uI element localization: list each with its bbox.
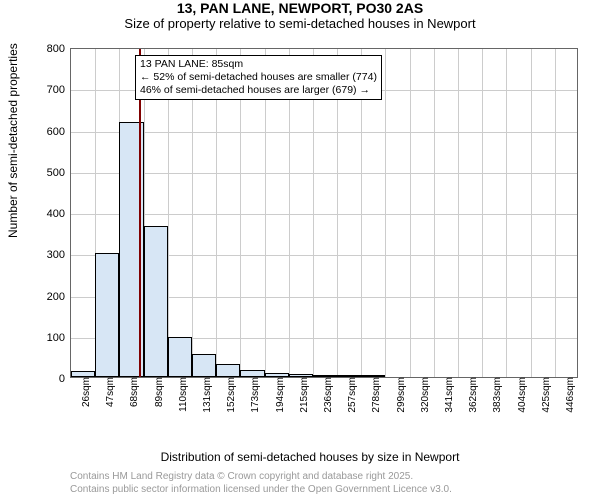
gridline-h — [71, 214, 577, 215]
x-tick-label: 194sqm — [273, 377, 286, 413]
x-tick-label: 383sqm — [490, 377, 503, 413]
plot-area: 010020030040050060070080026sqm47sqm68sqm… — [70, 48, 578, 378]
title-line2: Size of property relative to semi-detach… — [0, 16, 600, 31]
x-tick-label: 257sqm — [345, 377, 358, 413]
histogram-bar — [144, 226, 168, 377]
histogram-bar — [240, 370, 264, 377]
histogram-bar — [95, 253, 119, 377]
x-tick-label: 320sqm — [418, 377, 431, 413]
gridline-v — [555, 49, 556, 377]
gridline-v — [458, 49, 459, 377]
legend-line2: ← 52% of semi-detached houses are smalle… — [140, 71, 377, 84]
histogram-bar — [216, 364, 240, 377]
x-tick-label: 89sqm — [152, 377, 165, 407]
y-axis-label: Number of semi-detached properties — [6, 43, 20, 238]
x-tick-label: 299sqm — [394, 377, 407, 413]
attribution-line2: Contains public sector information licen… — [70, 484, 452, 497]
gridline-v — [531, 49, 532, 377]
legend-line1: 13 PAN LANE: 85sqm — [140, 58, 377, 71]
gridline-h — [71, 173, 577, 174]
y-tick-label: 800 — [47, 43, 71, 55]
y-tick-label: 200 — [47, 291, 71, 303]
histogram-bar — [192, 354, 216, 377]
y-tick-label: 500 — [47, 167, 71, 179]
y-tick-label: 700 — [47, 84, 71, 96]
legend-line3: 46% of semi-detached houses are larger (… — [140, 84, 377, 97]
x-tick-label: 173sqm — [248, 377, 261, 413]
x-tick-label: 68sqm — [127, 377, 140, 407]
x-tick-label: 446sqm — [563, 377, 576, 413]
gridline-v — [482, 49, 483, 377]
y-tick-label: 100 — [47, 332, 71, 344]
gridline-v — [410, 49, 411, 377]
y-tick-label: 0 — [59, 373, 71, 385]
x-tick-label: 278sqm — [369, 377, 382, 413]
attribution: Contains HM Land Registry data © Crown c… — [70, 471, 452, 496]
x-axis-label: Distribution of semi-detached houses by … — [42, 450, 578, 464]
x-tick-label: 215sqm — [297, 377, 310, 413]
x-tick-label: 341sqm — [442, 377, 455, 413]
x-tick-label: 404sqm — [515, 377, 528, 413]
x-tick-label: 26sqm — [79, 377, 92, 407]
title-line1: 13, PAN LANE, NEWPORT, PO30 2AS — [0, 0, 600, 16]
x-tick-label: 362sqm — [466, 377, 479, 413]
gridline-v — [506, 49, 507, 377]
y-tick-label: 300 — [47, 249, 71, 261]
y-tick-label: 400 — [47, 208, 71, 220]
histogram-bar — [168, 337, 192, 377]
x-tick-label: 47sqm — [103, 377, 116, 407]
x-tick-label: 152sqm — [224, 377, 237, 413]
y-tick-label: 600 — [47, 126, 71, 138]
gridline-v — [434, 49, 435, 377]
chart-container: Number of semi-detached properties 01002… — [42, 48, 578, 428]
x-tick-label: 110sqm — [176, 377, 189, 412]
x-tick-label: 131sqm — [200, 377, 213, 413]
gridline-h — [71, 132, 577, 133]
gridline-v — [385, 49, 386, 377]
legend-box: 13 PAN LANE: 85sqm ← 52% of semi-detache… — [135, 55, 382, 100]
x-tick-label: 425sqm — [539, 377, 552, 413]
x-tick-label: 236sqm — [321, 377, 334, 413]
attribution-line1: Contains HM Land Registry data © Crown c… — [70, 471, 452, 484]
